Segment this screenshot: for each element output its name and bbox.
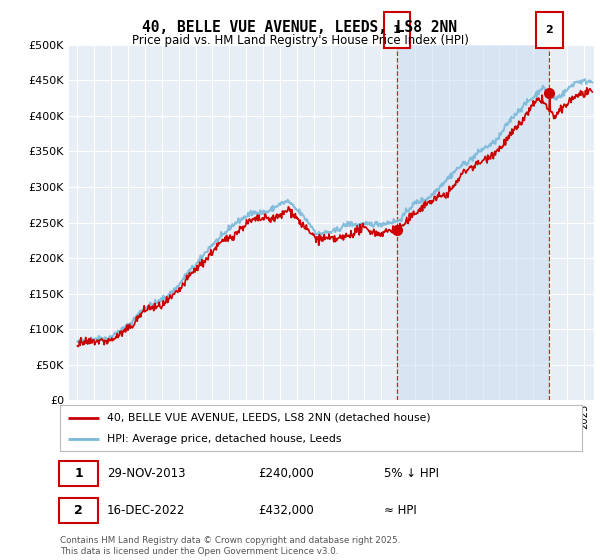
- Text: 16-DEC-2022: 16-DEC-2022: [107, 504, 185, 517]
- Text: HPI: Average price, detached house, Leeds: HPI: Average price, detached house, Leed…: [107, 435, 341, 444]
- Text: 40, BELLE VUE AVENUE, LEEDS, LS8 2NN: 40, BELLE VUE AVENUE, LEEDS, LS8 2NN: [143, 20, 458, 35]
- Text: Contains HM Land Registry data © Crown copyright and database right 2025.
This d: Contains HM Land Registry data © Crown c…: [60, 536, 400, 556]
- Text: 1: 1: [74, 467, 83, 480]
- Text: 40, BELLE VUE AVENUE, LEEDS, LS8 2NN (detached house): 40, BELLE VUE AVENUE, LEEDS, LS8 2NN (de…: [107, 413, 431, 423]
- Text: £432,000: £432,000: [259, 504, 314, 517]
- FancyBboxPatch shape: [383, 12, 410, 48]
- Text: Price paid vs. HM Land Registry's House Price Index (HPI): Price paid vs. HM Land Registry's House …: [131, 34, 469, 46]
- FancyBboxPatch shape: [536, 12, 563, 48]
- Text: ≈ HPI: ≈ HPI: [383, 504, 416, 517]
- Text: 1: 1: [393, 25, 401, 35]
- Text: 2: 2: [74, 504, 83, 517]
- Text: £240,000: £240,000: [259, 467, 314, 480]
- FancyBboxPatch shape: [59, 461, 98, 486]
- Text: 2: 2: [545, 25, 553, 35]
- FancyBboxPatch shape: [59, 498, 98, 523]
- Text: 29-NOV-2013: 29-NOV-2013: [107, 467, 185, 480]
- Text: 5% ↓ HPI: 5% ↓ HPI: [383, 467, 439, 480]
- Bar: [397, 45, 550, 400]
